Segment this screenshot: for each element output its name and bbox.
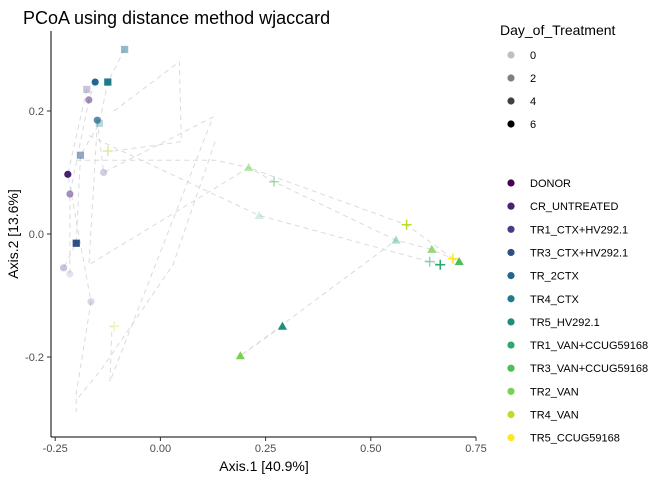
trajectory-line <box>67 89 92 413</box>
data-point <box>64 170 72 178</box>
data-point <box>401 219 412 230</box>
axes: -0.25 0.00 0.25 0.50 0.75 -0.2 0.0 0.2 <box>25 31 487 455</box>
legend-day-swatch <box>507 51 515 59</box>
data-point <box>277 321 288 330</box>
chart-title: PCoA using distance method wjaccard <box>23 8 330 28</box>
legend-group-label: TR2_VAN <box>530 386 579 398</box>
legend-day-swatch <box>507 74 515 82</box>
data-point <box>269 176 280 187</box>
legend-group-swatch <box>507 318 515 326</box>
legend-day-label: 2 <box>530 73 536 85</box>
y-axis-title: Axis.2 [13.6%] <box>5 189 21 279</box>
trajectory-line <box>76 159 460 263</box>
x-tick-label: 0.75 <box>465 443 486 455</box>
data-point <box>244 162 254 172</box>
trajectory-line <box>69 81 96 274</box>
data-point <box>95 119 103 127</box>
legend-day-title: Day_of_Treatment <box>500 22 616 38</box>
data-points <box>60 45 464 360</box>
data-point <box>424 256 435 267</box>
trajectory-line <box>88 135 441 266</box>
x-tick-label: 0.00 <box>150 443 171 455</box>
data-point <box>391 235 401 244</box>
legend-day-swatch <box>507 97 515 105</box>
legend-group-label: TR5_HV292.1 <box>530 317 600 329</box>
data-point <box>93 116 101 124</box>
data-point <box>83 85 91 94</box>
legend-day-label: 4 <box>530 96 536 108</box>
legend-group-swatch <box>507 387 515 395</box>
data-point <box>121 45 129 54</box>
data-point <box>235 351 245 360</box>
trajectory-lines <box>63 49 460 413</box>
data-point <box>60 264 68 272</box>
legend-group-label: TR4_CTX <box>530 294 580 306</box>
legend-group-swatch <box>507 225 515 233</box>
legend-group-label: TR4_VAN <box>530 410 579 422</box>
legend-day-swatch <box>507 120 515 128</box>
data-point <box>91 78 99 86</box>
legend-group-swatch <box>507 410 515 419</box>
legend-day-items: 0 2 4 6 <box>507 50 536 131</box>
data-point <box>102 145 113 156</box>
x-axis-title: Axis.1 [40.9%] <box>219 458 309 474</box>
legend-group-items: DONOR CR_UNTREATED TR1_CTX+HV292.1 TR3_CTX+… <box>507 178 648 445</box>
legend-group-label: TR1_VAN+CCUG59168 <box>530 340 648 352</box>
data-point <box>427 244 437 253</box>
data-point <box>254 210 264 219</box>
legend-group-label: TR3_VAN+CCUG59168 <box>530 363 648 375</box>
legend: Day_of_Treatment 0 2 4 6 DONOR CR_UNTREATED T… <box>500 22 648 445</box>
legend-group-swatch <box>507 295 515 303</box>
legend-day-label: 6 <box>530 119 536 131</box>
legend-group-label: DONOR <box>530 178 571 190</box>
data-point <box>435 259 446 270</box>
trajectory-line <box>113 60 182 152</box>
legend-group-swatch <box>507 341 515 349</box>
legend-group-swatch <box>507 179 515 187</box>
data-point <box>104 78 112 86</box>
trajectory-line <box>96 116 214 382</box>
legend-group-label: CR_UNTREATED <box>530 201 618 213</box>
data-point <box>109 321 120 332</box>
y-tick-label: 0.2 <box>29 106 44 118</box>
x-tick-label: 0.25 <box>255 443 276 455</box>
x-tick-label: 0.50 <box>360 443 381 455</box>
data-point <box>66 270 74 278</box>
data-point <box>87 298 95 306</box>
data-point <box>454 257 464 266</box>
data-point <box>447 253 458 264</box>
data-point <box>76 151 85 159</box>
legend-day-label: 0 <box>530 50 536 62</box>
data-point <box>85 96 93 104</box>
data-point <box>99 168 108 177</box>
data-point <box>66 190 74 198</box>
legend-group-swatch <box>507 434 515 442</box>
legend-group-label: TR5_CCUG59168 <box>530 433 620 445</box>
legend-group-swatch <box>507 272 515 280</box>
legend-group-swatch <box>507 364 515 372</box>
legend-group-swatch <box>507 248 515 257</box>
y-tick-label: -0.2 <box>25 352 44 364</box>
y-tick-label: 0.0 <box>29 229 44 241</box>
trajectory-line <box>240 239 397 357</box>
trajectory-line <box>63 49 126 269</box>
x-tick-label: -0.25 <box>43 443 68 455</box>
data-point <box>72 239 80 247</box>
legend-group-swatch <box>507 202 515 210</box>
trajectory-line <box>75 141 216 401</box>
legend-group-label: TR1_CTX+HV292.1 <box>530 224 628 236</box>
legend-group-label: TR_2CTX <box>530 271 580 283</box>
legend-group-label: TR3_CTX+HV292.1 <box>530 247 628 259</box>
